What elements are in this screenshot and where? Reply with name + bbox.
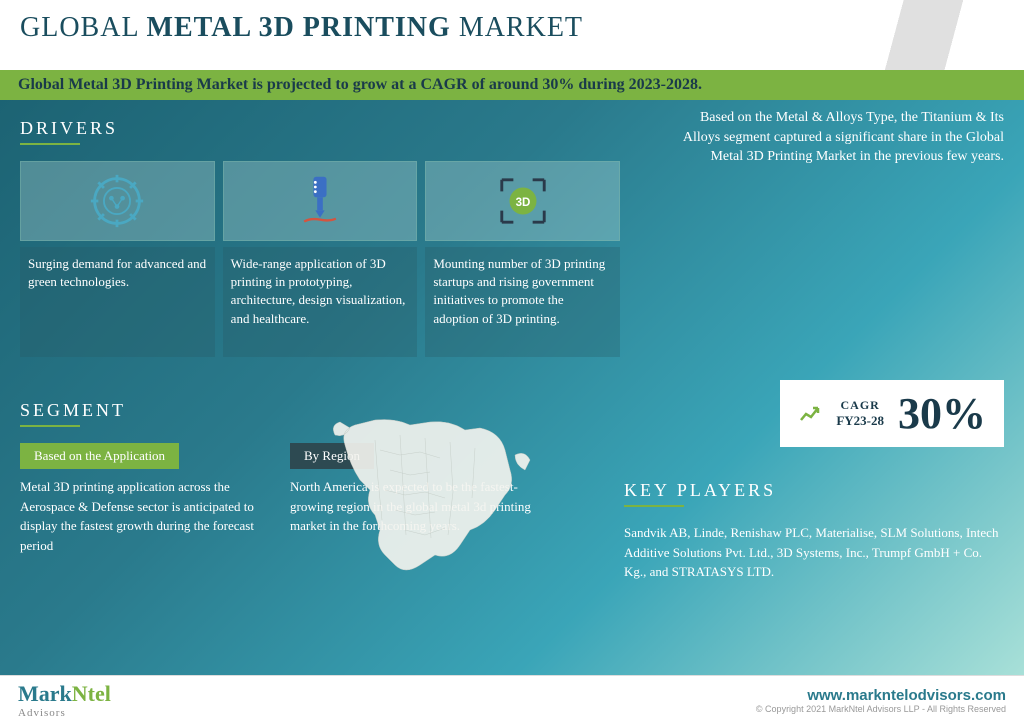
north-america-map-icon bbox=[320, 410, 550, 600]
logo-part2: Ntel bbox=[72, 681, 111, 706]
3d-badge-icon: 3D bbox=[425, 161, 620, 241]
logo-subtitle: Advisors bbox=[18, 707, 111, 719]
segment-underline bbox=[20, 425, 80, 427]
driver-cards: Surging demand for advanced and green te… bbox=[20, 161, 620, 357]
driver-text: Wide-range application of 3D printing in… bbox=[223, 247, 418, 357]
infographic-container: GLOBAL METAL 3D PRINTING MARKET Global M… bbox=[0, 0, 1024, 675]
copyright: © Copyright 2021 MarkNtel Advisors LLP -… bbox=[756, 704, 1006, 714]
title-bold: METAL 3D PRINTING bbox=[147, 12, 459, 43]
cagr-badge: CAGR FY23-28 30% bbox=[780, 380, 1004, 447]
projection-banner: Global Metal 3D Printing Market is proje… bbox=[0, 70, 1024, 100]
logo-part1: Mark bbox=[18, 681, 72, 706]
keyplayers-section: KEY PLAYERS Sandvik AB, Linde, Renishaw … bbox=[624, 480, 1004, 582]
header: GLOBAL METAL 3D PRINTING MARKET bbox=[0, 0, 1024, 70]
growth-icon bbox=[798, 402, 822, 426]
drivers-title: DRIVERS bbox=[20, 118, 620, 139]
application-pill: Based on the Application bbox=[20, 443, 179, 469]
footer-right: www.markntelodvisors.com © Copyright 202… bbox=[756, 687, 1006, 714]
logo: MarkNtel Advisors bbox=[18, 681, 111, 719]
main-content: DRIVERS Surging demand for advanced and … bbox=[0, 100, 1024, 660]
driver-card: Surging demand for advanced and green te… bbox=[20, 161, 215, 357]
drivers-underline bbox=[20, 143, 80, 145]
title-suffix: MARKET bbox=[459, 12, 583, 43]
drivers-section: DRIVERS Surging demand for advanced and … bbox=[20, 118, 620, 357]
svg-text:3D: 3D bbox=[515, 197, 530, 209]
keyplayers-underline bbox=[624, 505, 684, 507]
footer: MarkNtel Advisors www.markntelodvisors.c… bbox=[0, 675, 1024, 724]
driver-text: Surging demand for advanced and green te… bbox=[20, 247, 215, 357]
insight-text: Based on the Metal & Alloys Type, the Ti… bbox=[664, 108, 1004, 167]
keyplayers-text: Sandvik AB, Linde, Renishaw PLC, Materia… bbox=[624, 523, 1004, 582]
footer-url: www.markntelodvisors.com bbox=[756, 687, 1006, 704]
keyplayers-title: KEY PLAYERS bbox=[624, 480, 1004, 501]
gear-icon bbox=[20, 161, 215, 241]
page-title: GLOBAL METAL 3D PRINTING MARKET bbox=[20, 12, 1004, 44]
driver-card: 3D Mounting number of 3D printing startu… bbox=[425, 161, 620, 357]
title-prefix: GLOBAL bbox=[20, 12, 147, 43]
driver-card: Wide-range application of 3D printing in… bbox=[223, 161, 418, 357]
cagr-label-bottom: FY23-28 bbox=[836, 413, 884, 429]
printer-icon bbox=[223, 161, 418, 241]
cagr-label: CAGR FY23-28 bbox=[836, 398, 884, 429]
cagr-label-top: CAGR bbox=[836, 398, 884, 413]
segment-application: Based on the Application Metal 3D printi… bbox=[20, 443, 270, 555]
driver-text: Mounting number of 3D printing startups … bbox=[425, 247, 620, 357]
application-text: Metal 3D printing application across the… bbox=[20, 477, 270, 555]
cagr-value: 30% bbox=[898, 388, 986, 439]
